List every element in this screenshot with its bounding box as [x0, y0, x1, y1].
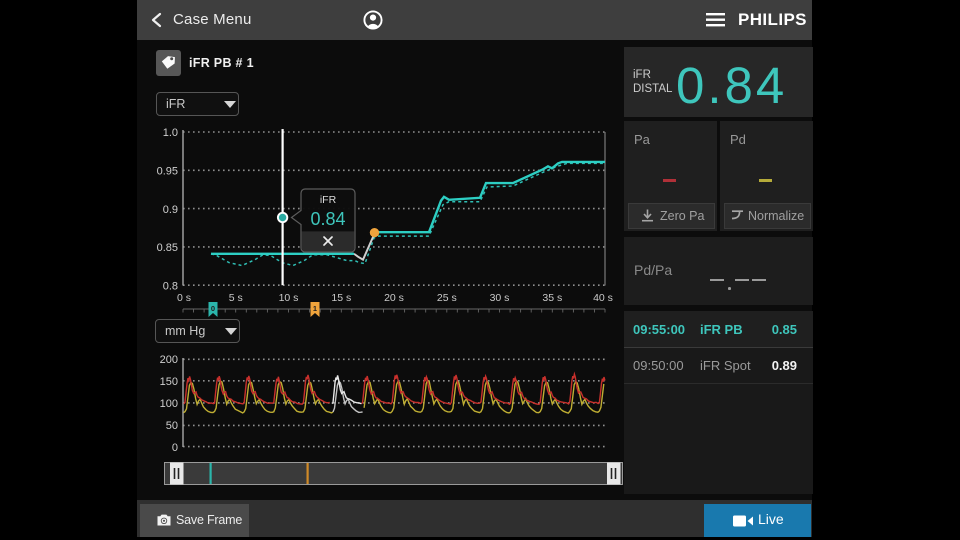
svg-text:0: 0 — [211, 304, 215, 313]
svg-text:0 s: 0 s — [177, 292, 191, 304]
svg-text:10 s: 10 s — [279, 292, 299, 304]
svg-text:0.8: 0.8 — [163, 280, 178, 292]
svg-text:50: 50 — [166, 420, 178, 432]
svg-text:30 s: 30 s — [490, 292, 510, 304]
svg-text:35 s: 35 s — [542, 292, 562, 304]
svg-text:0.9: 0.9 — [163, 204, 178, 216]
svg-text:15 s: 15 s — [331, 292, 351, 304]
svg-text:40 s: 40 s — [593, 292, 613, 304]
svg-text:0.84: 0.84 — [310, 209, 345, 229]
svg-text:0: 0 — [172, 442, 178, 454]
svg-text:0.85: 0.85 — [157, 242, 178, 254]
svg-text:25 s: 25 s — [437, 292, 457, 304]
svg-text:100: 100 — [160, 398, 178, 410]
svg-text:1.0: 1.0 — [163, 127, 178, 139]
svg-text:5 s: 5 s — [229, 292, 243, 304]
svg-text:1: 1 — [313, 304, 317, 313]
svg-text:0.95: 0.95 — [157, 166, 178, 178]
svg-text:200: 200 — [160, 354, 178, 366]
svg-text:iFR: iFR — [320, 194, 337, 206]
svg-text:150: 150 — [160, 376, 178, 388]
svg-text:20 s: 20 s — [384, 292, 404, 304]
